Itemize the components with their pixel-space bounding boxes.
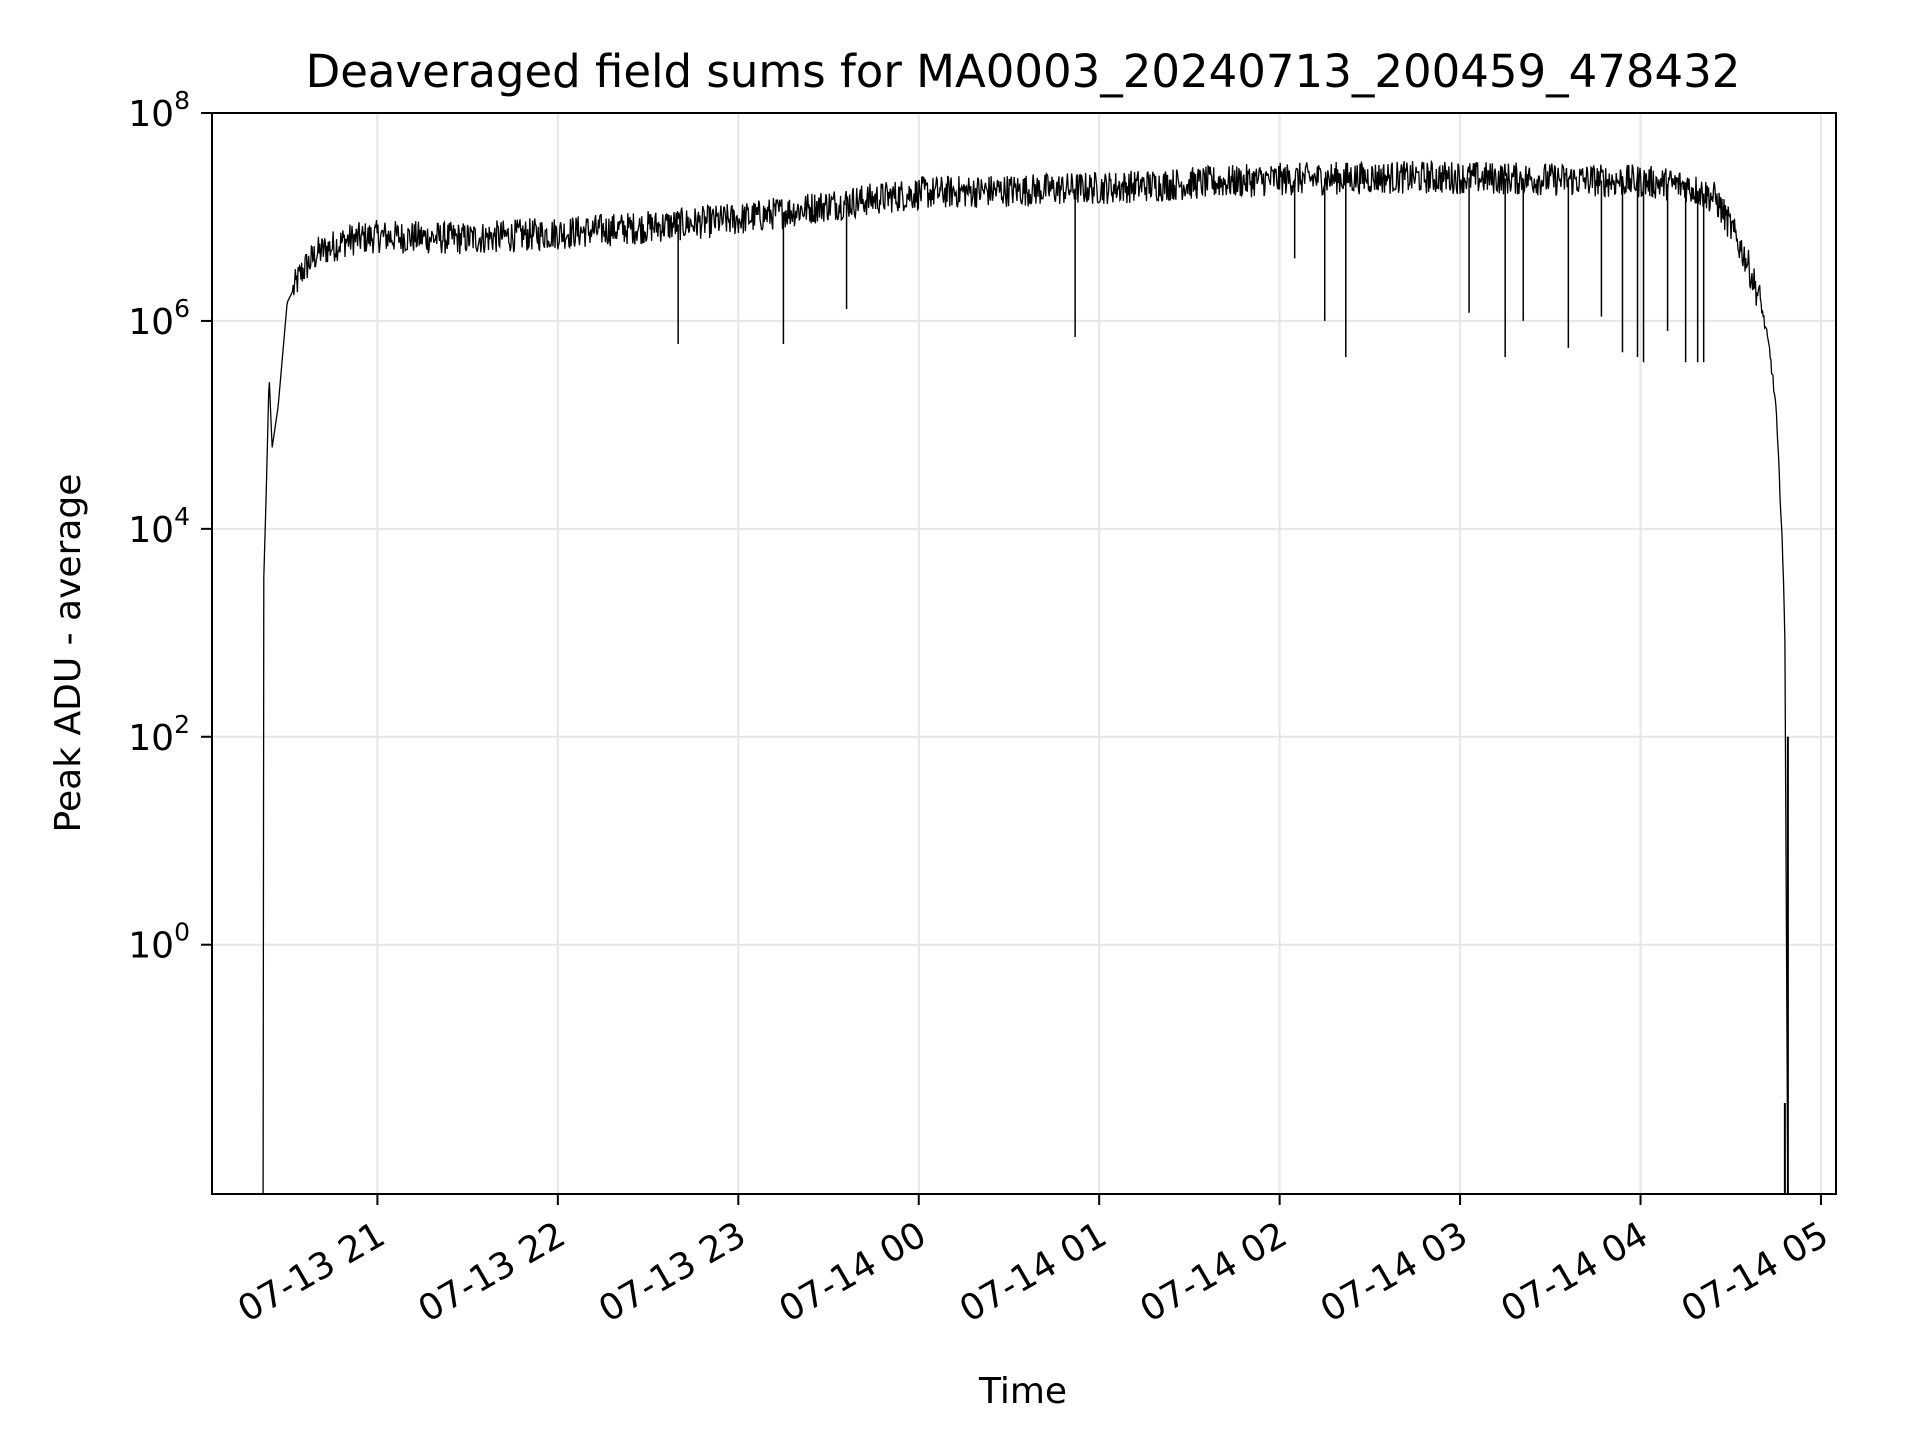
- y-tick-label: 104: [128, 502, 190, 551]
- series-line: [262, 159, 1789, 1194]
- chart-title: Deaveraged field sums for MA0003_2024071…: [306, 45, 1741, 98]
- plot-area: [262, 159, 1789, 1194]
- y-axis-label: Peak ADU - average: [48, 474, 89, 833]
- series-group: [262, 159, 1789, 1194]
- y-tick-label: 108: [128, 86, 190, 135]
- y-tick-label: 106: [128, 294, 190, 343]
- y-axis-ticks: 100 102 104 106 108: [128, 86, 212, 967]
- y-tick-label: 102: [128, 710, 190, 759]
- x-axis-label: Time: [978, 1371, 1067, 1412]
- plot-frame: [211, 112, 1837, 1195]
- y-tick-label: 100: [128, 918, 190, 967]
